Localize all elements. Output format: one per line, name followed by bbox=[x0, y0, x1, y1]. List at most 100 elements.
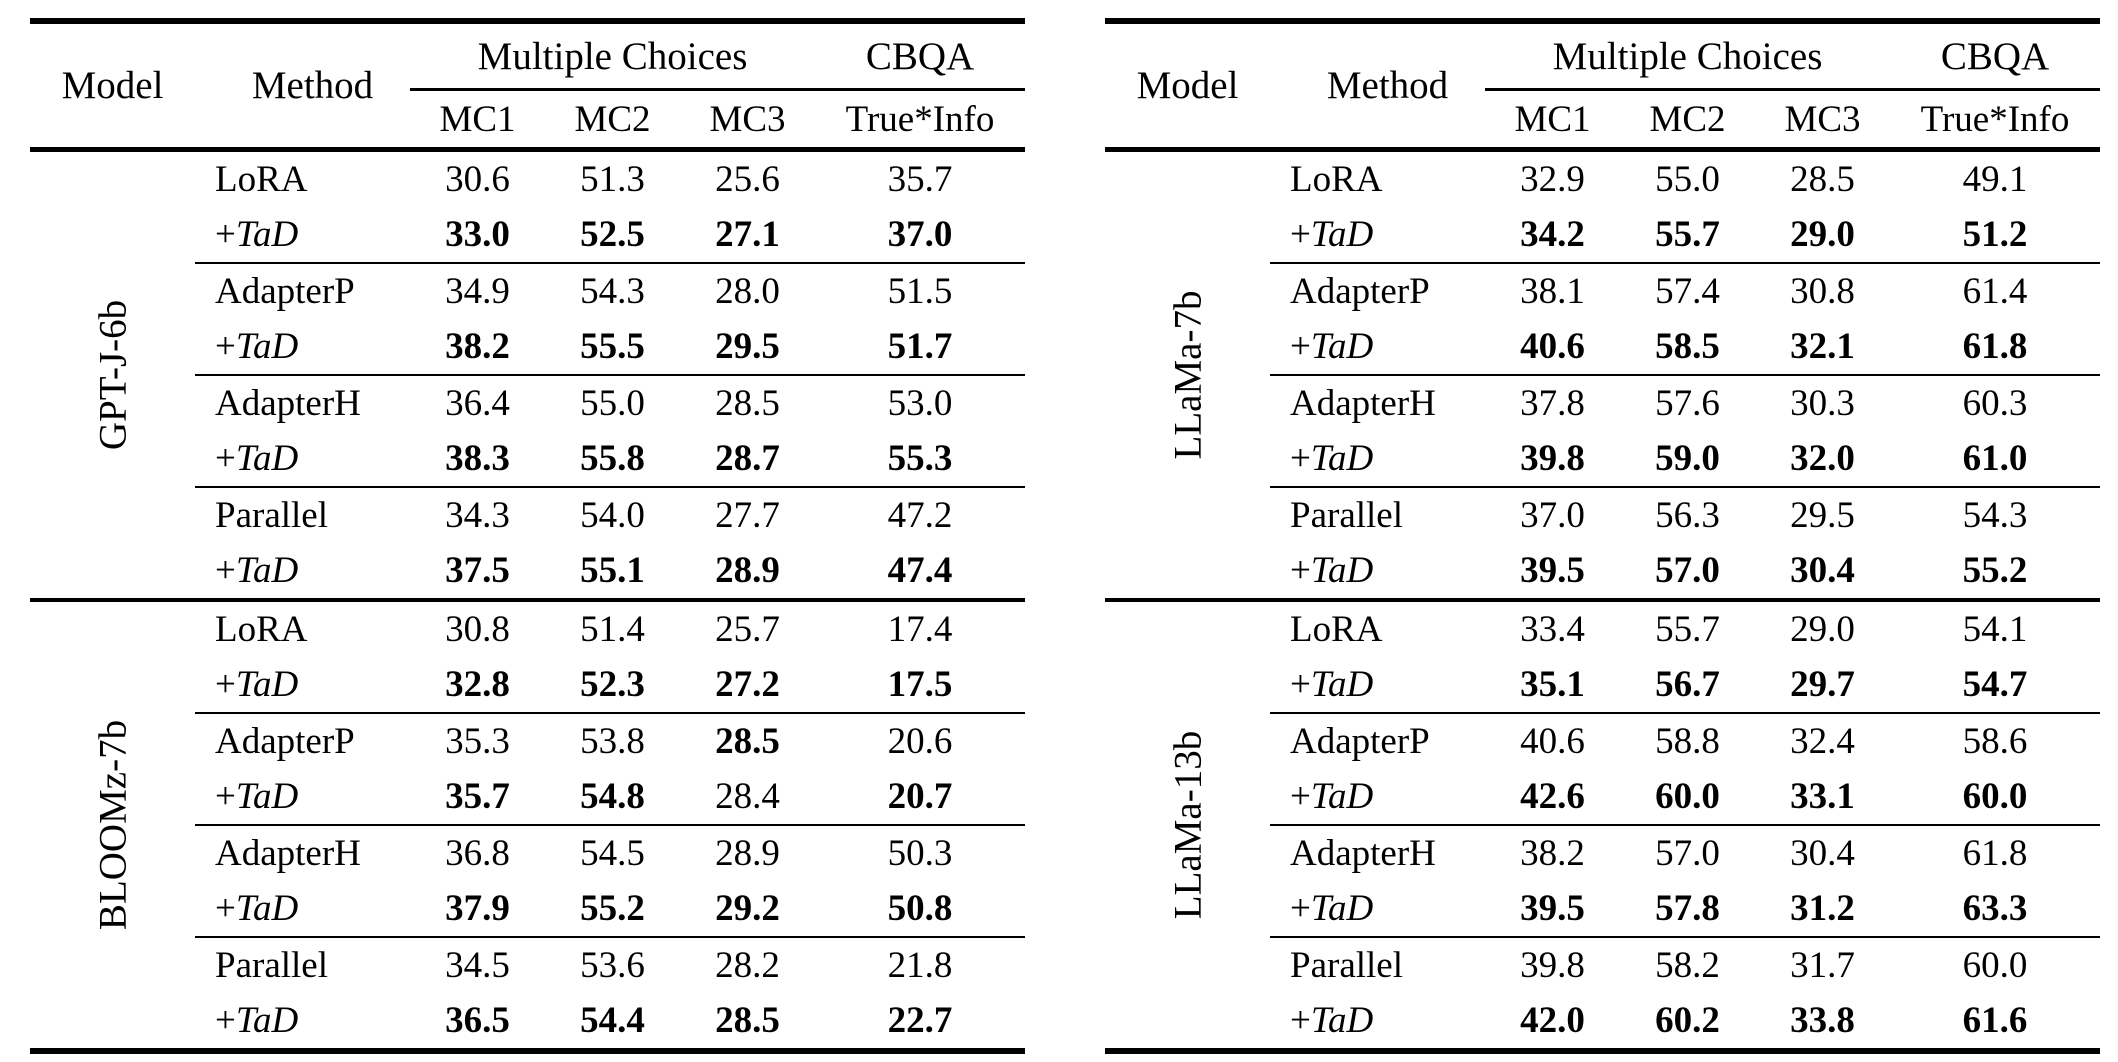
method-cell: +TaD bbox=[1270, 319, 1485, 376]
result-row: +TaD 38.2 55.5 29.5 51.7 bbox=[30, 319, 1026, 376]
metric-value: 57.4 bbox=[1655, 271, 1720, 312]
column-header-method: Method bbox=[1270, 21, 1485, 152]
metric-value: 61.0 bbox=[1890, 431, 2101, 488]
metric-value: 31.7 bbox=[1790, 945, 1855, 986]
column-header-mc3: MC3 bbox=[680, 89, 816, 152]
method-cell: LoRA bbox=[195, 598, 410, 657]
tad-italic-label: TaD bbox=[235, 1000, 299, 1041]
method-cell: Parallel bbox=[1290, 495, 1404, 536]
metric-value: 35.7 bbox=[410, 769, 545, 826]
model-section-llama-13b: LLaMa-13b LoRA 33.4 55.7 29.0 54.1 +TaD 35.1 56.… bbox=[1105, 598, 2101, 1051]
metric-value: 28.9 bbox=[715, 833, 780, 874]
metric-value: 54.7 bbox=[1890, 657, 2101, 714]
method-cell: +TaD bbox=[1270, 881, 1485, 938]
metric-value: 33.1 bbox=[1755, 769, 1891, 826]
metric-value: 28.5 bbox=[1790, 159, 1855, 200]
tad-italic-label: TaD bbox=[235, 776, 299, 817]
metric-value: 36.8 bbox=[445, 833, 510, 874]
metric-value: 42.0 bbox=[1520, 1000, 1585, 1041]
metric-value: 51.2 bbox=[1890, 207, 2101, 264]
metric-value: 25.7 bbox=[680, 598, 816, 657]
metric-value: 63.3 bbox=[1890, 881, 2101, 938]
metric-value: 31.2 bbox=[1755, 881, 1891, 938]
metric-value: 54.3 bbox=[580, 271, 645, 312]
metric-value: 55.7 bbox=[1620, 207, 1755, 264]
method-cell: AdapterH bbox=[1290, 833, 1436, 874]
result-row: AdapterP 40.6 58.8 32.4 58.6 bbox=[1105, 713, 2100, 769]
metric-value: 32.8 bbox=[410, 657, 545, 714]
metric-value: 55.8 bbox=[545, 431, 680, 488]
metric-value: 61.8 bbox=[1890, 319, 2101, 376]
metric-value: 38.2 bbox=[1520, 833, 1585, 874]
metric-value: 28.5 bbox=[715, 721, 780, 762]
header-row-groups: Model Method Multiple Choices CBQA bbox=[1105, 21, 2101, 152]
method-cell: Parallel bbox=[215, 495, 329, 536]
result-row: AdapterP 35.3 53.8 28.5 20.6 bbox=[30, 713, 1025, 769]
result-row: +TaD 37.5 55.1 28.9 47.4 bbox=[30, 543, 1025, 600]
tad-italic-label: TaD bbox=[1310, 1000, 1374, 1041]
model-label-cell: BLOOMz-7b bbox=[30, 598, 195, 1051]
metric-value: 33.8 bbox=[1790, 1000, 1855, 1041]
column-header-mc1: MC1 bbox=[410, 89, 545, 152]
metric-value: 28.5 bbox=[715, 1000, 780, 1041]
metric-value: 39.5 bbox=[1520, 550, 1585, 591]
metric-value: 35.1 bbox=[1485, 657, 1620, 714]
result-row: +TaD 42.0 60.2 33.8 61.6 bbox=[1105, 993, 2100, 1051]
metric-value: 36.4 bbox=[445, 383, 510, 424]
metric-value: 27.7 bbox=[715, 495, 780, 536]
method-cell: +TaD bbox=[195, 319, 410, 376]
method-cell: AdapterP bbox=[1290, 721, 1430, 762]
metric-value: 53.0 bbox=[887, 383, 953, 424]
metric-value: 40.6 bbox=[1485, 319, 1620, 376]
metric-value: 32.0 bbox=[1755, 431, 1891, 488]
metric-value: 55.2 bbox=[545, 881, 680, 938]
result-row: +TaD 35.7 54.8 28.4 20.7 bbox=[30, 769, 1026, 826]
method-cell: +TaD bbox=[195, 881, 410, 938]
metric-value: 35.7 bbox=[887, 159, 953, 200]
method-cell: +TaD bbox=[1270, 769, 1485, 826]
metric-value: 30.3 bbox=[1790, 383, 1855, 424]
metric-value: 28.2 bbox=[715, 945, 780, 986]
tad-italic-label: TaD bbox=[1310, 550, 1374, 591]
result-row: Parallel 34.5 53.6 28.2 21.8 bbox=[30, 937, 1025, 993]
metric-value: 30.4 bbox=[1790, 833, 1855, 874]
model-label: LLaMa-13b bbox=[1166, 730, 1209, 920]
metric-value: 61.4 bbox=[1962, 271, 2028, 312]
metric-value: 30.8 bbox=[1790, 271, 1855, 312]
method-cell: AdapterH bbox=[215, 833, 361, 874]
metric-value: 29.0 bbox=[1755, 598, 1891, 657]
metric-value: 51.5 bbox=[887, 271, 953, 312]
method-cell: AdapterP bbox=[215, 271, 355, 312]
header-row-metrics: MC1 MC2 MC3 True*Info bbox=[30, 89, 1026, 152]
result-row: Parallel 34.3 54.0 27.7 47.2 bbox=[30, 487, 1025, 543]
header-row-metrics: MC1 MC2 MC3 True*Info bbox=[1105, 89, 2101, 152]
column-header-mc2: MC2 bbox=[1620, 89, 1755, 152]
tad-italic-label: TaD bbox=[1310, 214, 1374, 255]
method-cell: +TaD bbox=[195, 431, 410, 488]
result-row: AdapterH 36.8 54.5 28.9 50.3 bbox=[30, 825, 1025, 881]
metric-value: 34.5 bbox=[445, 945, 510, 986]
method-cell: LoRA bbox=[1290, 159, 1383, 200]
column-group-multiple-choices: Multiple Choices bbox=[410, 21, 816, 91]
metric-value: 61.6 bbox=[1962, 1000, 2028, 1041]
metric-value: 52.3 bbox=[545, 657, 680, 714]
result-row: +TaD 37.9 55.2 29.2 50.8 bbox=[30, 881, 1026, 938]
result-row: +TaD 39.8 59.0 32.0 61.0 bbox=[1105, 431, 2101, 488]
method-cell: Parallel bbox=[1290, 945, 1404, 986]
column-header-model: Model bbox=[1105, 21, 1270, 152]
result-row: GPT-J-6b LoRA 30.6 51.3 25.6 35.7 bbox=[30, 150, 1025, 450]
metric-value: 57.0 bbox=[1655, 833, 1720, 874]
metric-value: 54.1 bbox=[1890, 598, 2101, 657]
tad-italic-label: TaD bbox=[235, 550, 299, 591]
metric-value: 50.8 bbox=[815, 881, 1026, 938]
metric-value: 59.0 bbox=[1620, 431, 1755, 488]
result-row: Parallel 39.8 58.2 31.7 60.0 bbox=[1105, 937, 2100, 993]
metric-value: 54.5 bbox=[580, 833, 645, 874]
model-section-llama-7b: LLaMa-7b LoRA 32.9 55.0 28.5 49.1 +TaD 34.2 55.7… bbox=[1105, 150, 2101, 601]
model-label: LLaMa-7b bbox=[1166, 290, 1209, 460]
result-row: +TaD 36.5 54.4 28.5 22.7 bbox=[30, 993, 1025, 1051]
metric-value: 50.3 bbox=[887, 833, 953, 874]
metric-value: 60.0 bbox=[1620, 769, 1755, 826]
metric-value: 38.2 bbox=[410, 319, 545, 376]
